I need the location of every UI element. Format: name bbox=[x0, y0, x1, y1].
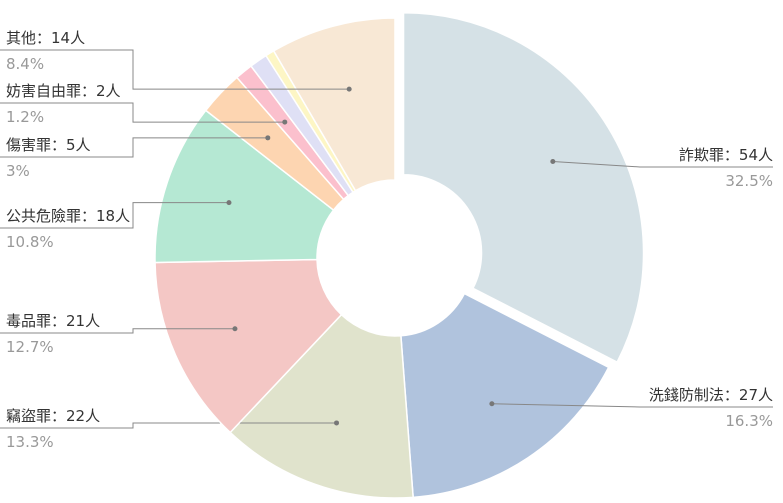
slice-percent: 3% bbox=[6, 162, 30, 180]
leader-line bbox=[0, 49, 350, 90]
leader-dot bbox=[265, 135, 271, 141]
leader-line bbox=[491, 403, 773, 408]
donut-slice bbox=[154, 109, 335, 264]
slice-percent: 8.4% bbox=[6, 55, 45, 73]
slice-label: 其他：14人 bbox=[6, 29, 86, 47]
leader-line bbox=[0, 328, 235, 334]
leader-line bbox=[0, 137, 268, 158]
slice-percent: 13.3% bbox=[6, 433, 54, 451]
donut-slice bbox=[402, 12, 645, 364]
leader-dot bbox=[226, 200, 232, 206]
leader-dot bbox=[346, 86, 352, 92]
donut-slice bbox=[154, 258, 343, 434]
slice-label: 毒品罪：21人 bbox=[6, 312, 101, 330]
leader-dot bbox=[550, 158, 556, 164]
donut-slice bbox=[272, 17, 396, 192]
donut-slice bbox=[229, 313, 414, 499]
slice-label: 傷害罪：5人 bbox=[6, 136, 91, 154]
leader-line bbox=[0, 202, 229, 229]
leader-dot bbox=[489, 401, 495, 407]
leader-dot bbox=[334, 420, 340, 426]
slice-percent: 10.8% bbox=[6, 233, 54, 251]
slice-label: 洗錢防制法：27人 bbox=[648, 386, 773, 404]
donut-slice bbox=[400, 292, 610, 499]
leader-line bbox=[552, 160, 773, 168]
slice-percent: 1.2% bbox=[6, 108, 45, 126]
slice-label: 公共危險罪：18人 bbox=[6, 207, 131, 225]
leader-dot bbox=[232, 326, 238, 332]
slice-label: 竊盜罪：22人 bbox=[6, 407, 101, 425]
slice-label: 妨害自由罪：2人 bbox=[6, 82, 121, 100]
slice-percent: 12.7% bbox=[6, 338, 54, 356]
slice-label: 詐欺罪：54人 bbox=[678, 146, 773, 164]
slice-percent: 32.5% bbox=[725, 172, 773, 190]
leader-dot bbox=[282, 119, 288, 125]
slice-percent: 16.3% bbox=[725, 412, 773, 430]
leader-line bbox=[0, 102, 285, 123]
